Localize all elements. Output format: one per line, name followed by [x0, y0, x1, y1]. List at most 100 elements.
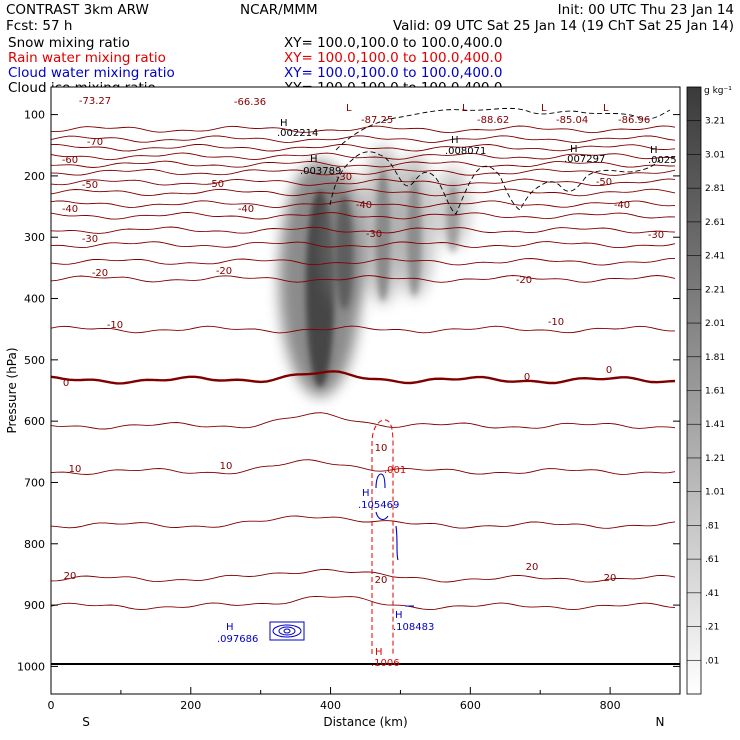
snow-shading: [279, 145, 472, 397]
extremum-marker: H: [280, 118, 288, 129]
isotherm-label: -30: [648, 230, 664, 241]
extremum-marker: L: [462, 103, 468, 114]
extremum-marker: H: [375, 647, 383, 658]
north-label: N: [656, 715, 665, 729]
y-tick-label: 500: [24, 354, 45, 367]
isotherm-label: -40: [62, 204, 78, 215]
temperature-contours: [51, 125, 676, 611]
extremum-marker: L: [603, 103, 609, 114]
field-xy: XY= 100.0,100.0 to 100.0,400.0: [284, 35, 502, 51]
isotherm-label: -10: [548, 317, 564, 328]
extremum-marker: H: [310, 154, 318, 165]
isotherm-label: -70: [87, 137, 103, 148]
isotherm-line: [51, 200, 676, 208]
y-tick-label: 1000: [17, 660, 45, 673]
isotherm-line: [51, 257, 676, 266]
isotherm-label: -20: [92, 268, 108, 279]
colorbar-label: 3.21: [705, 117, 725, 127]
x-tick-label: 0: [48, 699, 55, 712]
isotherm-label: 20: [375, 575, 388, 586]
y-tick-label: 800: [24, 538, 45, 551]
x-tick-label: 600: [460, 699, 481, 712]
extremum-marker: H: [650, 145, 658, 156]
isotherm-label: -73.27: [79, 96, 111, 107]
colorbar-label: 2.01: [705, 319, 725, 329]
isotherm-label: -40: [356, 200, 372, 211]
colorbar-label: .81: [705, 521, 719, 531]
rain-water-contour: [371, 419, 394, 654]
extremum-value: .0025: [648, 155, 677, 166]
isotherm-line: [51, 275, 676, 283]
isotherm-line: [51, 241, 676, 249]
colorbar-label: 2.61: [705, 218, 725, 228]
extremum-marker: H: [226, 622, 234, 633]
isotherm-line: [51, 143, 676, 152]
cloud-ice-contour: [329, 107, 671, 215]
colorbar-label: 2.81: [705, 184, 725, 194]
isotherm-label: -40: [614, 200, 630, 211]
colorbar-label: 3.01: [705, 150, 725, 160]
init-time: Init: 00 UTC Thu 23 Jan 14: [558, 2, 734, 18]
colorbar-label: 1.81: [705, 353, 725, 363]
colorbar: 3.21 3.01 2.81 2.61 2.41 2.21 2.01 1.81 1.61 1.41…: [686, 86, 732, 695]
isotherm-label: -20: [216, 266, 232, 277]
field-name: Cloud water mixing ratio: [8, 65, 175, 81]
extremum-marker: L: [346, 103, 352, 114]
extremum-value: -87.25: [361, 115, 393, 126]
snow-plume-core: [446, 183, 460, 253]
isotherm-label: -50: [596, 177, 612, 188]
extremum-value: .003789: [300, 166, 341, 177]
isotherm-line: [51, 168, 676, 176]
extremum-value: -86.96: [618, 115, 650, 126]
y-tick-label: 100: [24, 109, 45, 122]
isotherm-label: 0: [524, 372, 530, 383]
isotherm-line: [51, 178, 676, 187]
extremum-value: .008071: [445, 146, 486, 157]
isotherm-label: 0: [63, 378, 69, 389]
model-title: CONTRAST 3km ARW: [6, 2, 149, 18]
x-tick-label: 800: [600, 699, 621, 712]
isotherm-line: [51, 569, 676, 583]
forecast-hour: Fcst: 57 h: [6, 18, 72, 34]
y-tick-label: 900: [24, 599, 45, 612]
extremum-marker: L: [541, 103, 547, 114]
extremum-marker: H: [362, 488, 370, 499]
colorbar-label: 2.41: [705, 252, 725, 262]
snow-plume-core: [375, 168, 391, 302]
y-tick-label: 300: [24, 231, 45, 244]
y-tick-label: 200: [24, 170, 45, 183]
isotherm-label: 10: [220, 461, 233, 472]
isotherm-line: [51, 188, 676, 197]
colorbar-label: 2.21: [705, 285, 725, 295]
colorbar-label: .61: [705, 555, 719, 565]
y-axis-label: Pressure (hPa): [5, 347, 19, 433]
extremum-value: .001: [384, 465, 406, 476]
isotherm-line: [51, 412, 676, 430]
colorbar-label: 1.21: [705, 454, 725, 464]
org-label: NCAR/MMM: [240, 2, 318, 18]
isotherm-label: -50: [82, 180, 98, 191]
isotherm-line: [51, 325, 675, 334]
isotherm-label: 10: [69, 464, 82, 475]
cloud-water-shallow-cell: [269, 621, 305, 641]
extremum-value: .108483: [393, 622, 434, 633]
field-name: Rain water mixing ratio: [8, 50, 166, 66]
colorbar-label: 1.61: [705, 387, 725, 397]
extremum-value: -88.62: [477, 115, 509, 126]
colorbar-label: .01: [705, 656, 719, 666]
extremum-marker: H: [451, 135, 459, 146]
isotherm-label: -30: [82, 234, 98, 245]
isotherm-label: 0: [606, 365, 612, 376]
x-tick-label: 400: [320, 699, 341, 712]
extremum-value: .1006: [371, 658, 400, 669]
y-tick-label: 400: [24, 293, 45, 306]
x-tick-label: 200: [180, 699, 201, 712]
isotherm-label: -60: [62, 155, 78, 166]
isotherm-label: -30: [366, 229, 382, 240]
colorbar-unit: g kg⁻¹: [704, 86, 732, 96]
isotherm-label: -66.36: [234, 97, 266, 108]
isotherm-line: [51, 226, 676, 234]
plot-frame: [50, 86, 681, 695]
